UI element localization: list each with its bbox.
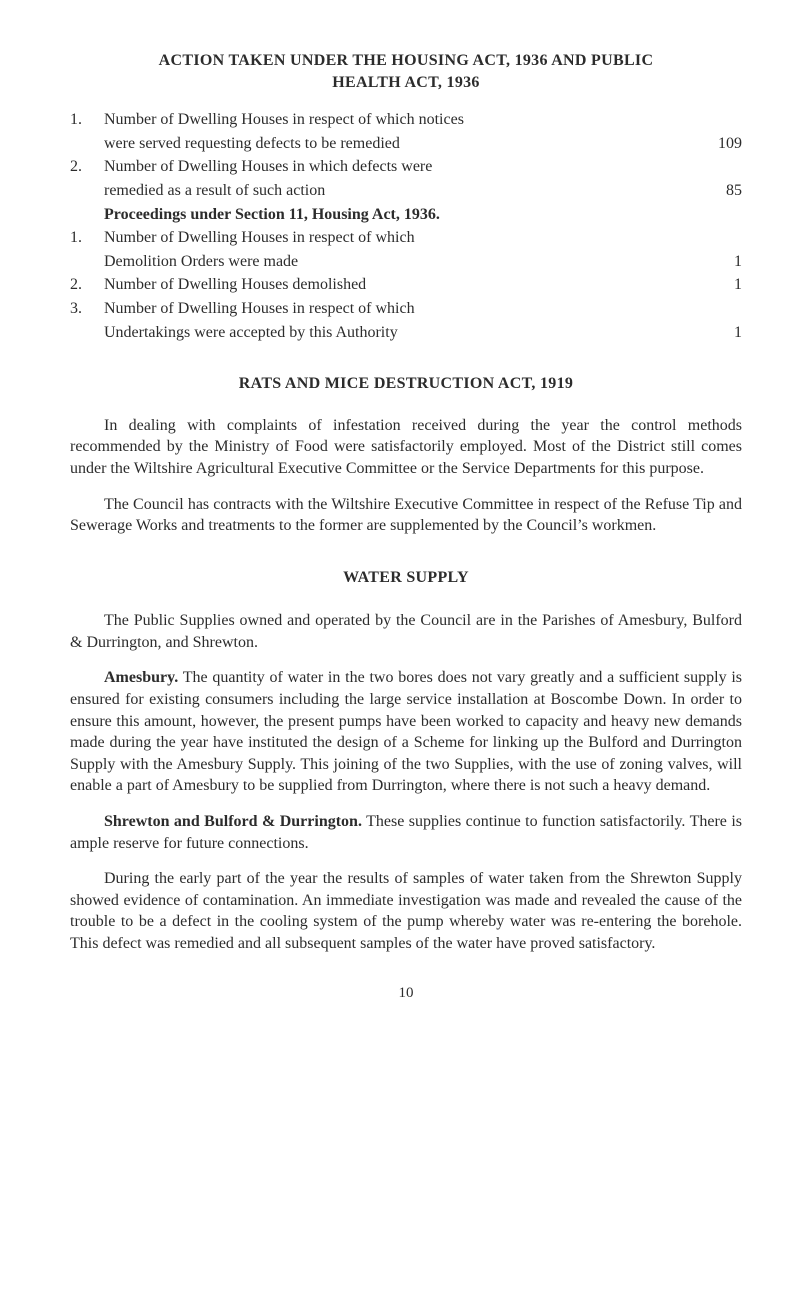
rats-p2-text: The Council has contracts with the Wilts… <box>70 496 742 535</box>
row-number: 2. <box>70 156 104 178</box>
row-text-line1: Number of Dwelling Houses demolished <box>104 274 694 296</box>
row-text-line2: Undertakings were accepted by this Autho… <box>104 322 694 344</box>
water-heading: WATER SUPPLY <box>70 567 742 589</box>
proceedings-text: Proceedings under Section 11, Housing Ac… <box>104 204 694 226</box>
row-value: 109 <box>694 133 742 155</box>
row-text-line2: Demolition Orders were made <box>104 251 694 273</box>
amesbury-text: The quantity of water in the two bores d… <box>70 669 742 794</box>
list-row: 2. Number of Dwelling Houses in which de… <box>70 156 742 178</box>
list-row: Demolition Orders were made 1 <box>70 251 742 273</box>
water-paragraph-1: The Public Supplies owned and operated b… <box>70 610 742 653</box>
proceedings-row: Proceedings under Section 11, Housing Ac… <box>70 204 742 226</box>
row-value: 1 <box>694 322 742 344</box>
row-number: 3. <box>70 298 104 320</box>
list-row: 1. Number of Dwelling Houses in respect … <box>70 227 742 249</box>
row-value: 1 <box>694 274 742 296</box>
row-value: 85 <box>694 180 742 202</box>
amesbury-label: Amesbury. <box>104 669 178 686</box>
heading-line2: HEALTH ACT, 1936 <box>70 72 742 94</box>
row-number: 2. <box>70 274 104 296</box>
amesbury-paragraph: Amesbury. The quantity of water in the t… <box>70 667 742 797</box>
shrewton-p2-text: During the early part of the year the re… <box>70 870 742 952</box>
rats-p1-text: In dealing with complaints of infestatio… <box>70 417 742 477</box>
row-number: 1. <box>70 109 104 131</box>
list-row: 1. Number of Dwelling Houses in respect … <box>70 109 742 131</box>
list-row: 3. Number of Dwelling Houses in respect … <box>70 298 742 320</box>
list-row: remedied as a result of such action 85 <box>70 180 742 202</box>
rats-paragraph-1: In dealing with complaints of infestatio… <box>70 415 742 480</box>
row-text-line1: Number of Dwelling Houses in respect of … <box>104 109 694 131</box>
list-row: 2. Number of Dwelling Houses demolished … <box>70 274 742 296</box>
shrewton-paragraph-2: During the early part of the year the re… <box>70 868 742 954</box>
row-text-line1: Number of Dwelling Houses in respect of … <box>104 227 694 249</box>
row-number: 1. <box>70 227 104 249</box>
shrewton-label: Shrewton and Bulford & Durrington. <box>104 813 362 830</box>
row-text-line2: remedied as a result of such action <box>104 180 694 202</box>
list-row: were served requesting defects to be rem… <box>70 133 742 155</box>
page: ACTION TAKEN UNDER THE HOUSING ACT, 1936… <box>0 0 800 1303</box>
page-number: 10 <box>70 983 742 1003</box>
water-p1-text: The Public Supplies owned and operated b… <box>70 612 742 651</box>
row-text-line2: were served requesting defects to be rem… <box>104 133 694 155</box>
list-row: Undertakings were accepted by this Autho… <box>70 322 742 344</box>
main-heading: ACTION TAKEN UNDER THE HOUSING ACT, 1936… <box>70 50 742 93</box>
housing-list-a: 1. Number of Dwelling Houses in respect … <box>70 109 742 343</box>
row-value: 1 <box>694 251 742 273</box>
rats-heading: RATS AND MICE DESTRUCTION ACT, 1919 <box>70 373 742 395</box>
row-text-line1: Number of Dwelling Houses in which defec… <box>104 156 694 178</box>
shrewton-paragraph-1: Shrewton and Bulford & Durrington. These… <box>70 811 742 854</box>
heading-line1: ACTION TAKEN UNDER THE HOUSING ACT, 1936… <box>159 52 654 69</box>
row-text-line1: Number of Dwelling Houses in respect of … <box>104 298 694 320</box>
rats-paragraph-2: The Council has contracts with the Wilts… <box>70 494 742 537</box>
